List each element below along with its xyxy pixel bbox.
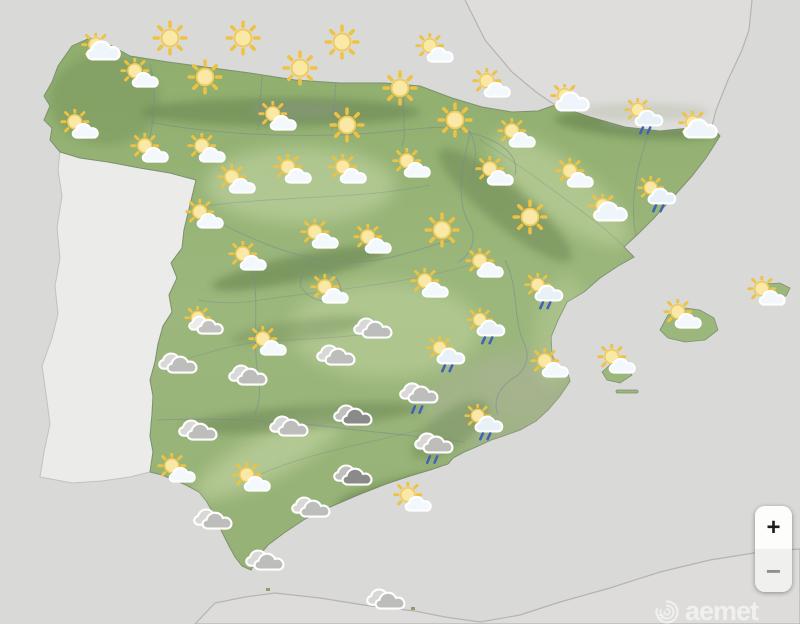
aemet-attribution: aemet [654, 596, 759, 624]
zoom-control: + − [755, 506, 792, 592]
aemet-logo-text: aemet [684, 596, 759, 624]
zoom-out-button[interactable]: − [755, 549, 792, 592]
zoom-in-button[interactable]: + [755, 506, 792, 549]
aemet-swirl-icon [655, 599, 679, 624]
